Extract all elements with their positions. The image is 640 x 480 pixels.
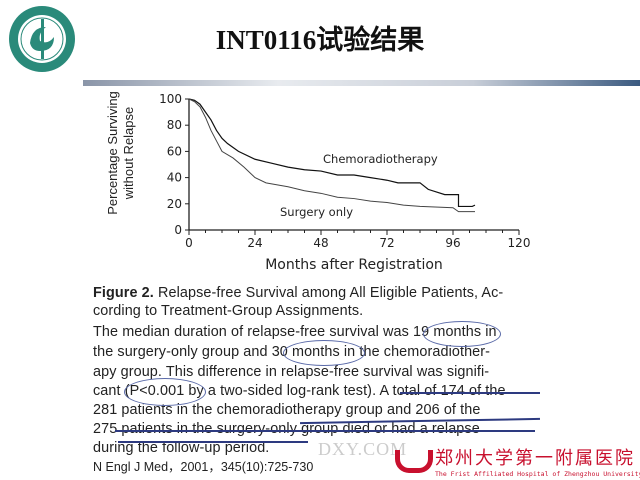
title-divider xyxy=(83,80,640,86)
series-line-chemoradiotherapy xyxy=(188,98,476,208)
y-tick-label: 40 xyxy=(167,171,182,185)
watermark-hospital-en: The Frist Affiliated Hospital of Zhengzh… xyxy=(435,470,640,478)
x-tick-label: 24 xyxy=(247,236,262,250)
survival-chart: 0 24 48 72 96 120 0 20 40 60 80 100 Percentage Surv… xyxy=(105,91,531,273)
x-axis-label: Months after Registration xyxy=(265,257,443,273)
y-tick-label: 100 xyxy=(159,92,182,106)
annotation-strikeline xyxy=(400,392,540,394)
series-line-surgery-only xyxy=(188,98,475,213)
watermark-hospital-cn: 郑州大学第一附属医院 xyxy=(435,448,635,468)
y-tick-label: 80 xyxy=(167,118,182,132)
x-tick-label: 0 xyxy=(185,236,193,250)
body-line: during the follow-up period. xyxy=(93,440,270,456)
annotation-circle xyxy=(283,340,365,366)
series-label-surgery-only: Surgery only xyxy=(280,205,353,219)
citation: N Engl J Med，2001，345(10):725-730 xyxy=(93,460,314,474)
x-tick-label: 48 xyxy=(313,236,328,250)
annotation-strikeline xyxy=(115,430,535,432)
body-line: The median duration of relapse-free surv… xyxy=(93,324,497,340)
figure-caption-line1: Figure 2. Relapse-free Survival among Al… xyxy=(93,285,503,302)
y-axis-label-line2: without Relapse xyxy=(121,107,136,201)
body-line: apy group. This difference in relapse-fr… xyxy=(93,364,490,380)
watermark-site: DXY.COM xyxy=(318,439,408,459)
figure-caption-text: Relapse-free Survival among All Eligible… xyxy=(153,285,504,301)
watermark: 郑州大学第一附属医院 The Frist Affiliated Hospital… xyxy=(395,448,640,480)
annotation-strikeline xyxy=(118,441,308,443)
figure-label: Figure 2. xyxy=(93,285,154,301)
y-tick-label: 20 xyxy=(167,197,182,211)
annotation-circle xyxy=(423,321,501,347)
series-label-chemoradiotherapy: Chemoradiotherapy xyxy=(323,152,438,166)
annotation-circle xyxy=(124,378,206,406)
y-tick-label: 60 xyxy=(167,144,182,158)
y-axis-label-line1: Percentage Surviving xyxy=(105,91,120,215)
y-tick-label: 0 xyxy=(174,223,182,237)
body-line: 281 patients in the chemoradiotherapy gr… xyxy=(93,402,481,418)
x-tick-label: 120 xyxy=(508,236,531,250)
x-tick-label: 96 xyxy=(445,236,460,250)
figure-caption-line2: cording to Treatment-Group Assignments. xyxy=(93,303,364,319)
x-tick-label: 72 xyxy=(379,236,394,250)
body-line: 275 patients in the surgery-only group d… xyxy=(93,421,480,437)
slide-title: INT0116试验结果 xyxy=(215,25,425,55)
hospital-emblem-icon xyxy=(395,450,433,473)
hospital-logo xyxy=(9,6,75,72)
